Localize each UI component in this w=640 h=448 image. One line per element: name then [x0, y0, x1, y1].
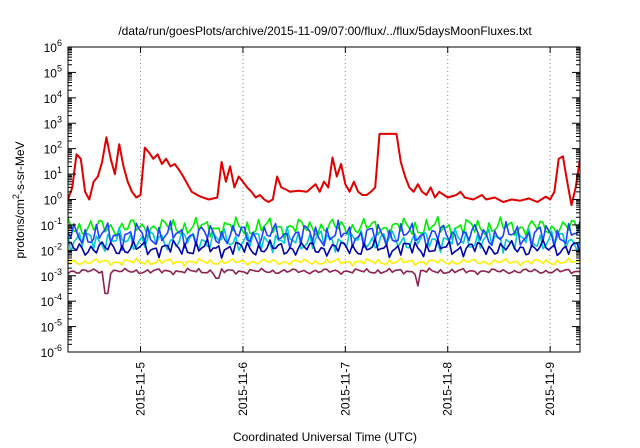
plot-frame — [67, 46, 581, 353]
x-axis-label: Coordinated Universal Time (UTC) — [233, 430, 417, 444]
y-tick-label: 10-4 — [41, 292, 62, 309]
y-tick-label: 102 — [44, 140, 62, 157]
x-tick-label: 2015-11-6 — [236, 362, 250, 416]
y-tick-label: 105 — [44, 63, 62, 80]
series-layer — [68, 132, 580, 295]
series-line — [68, 267, 580, 295]
ticks: 2015-11-5 2015-11-6 2015-11-7 2015-11-8 2015… — [41, 38, 580, 416]
x-tick-label: 2015-11-5 — [134, 362, 148, 416]
y-tick-label: 10-5 — [41, 318, 62, 335]
series-line — [68, 219, 580, 251]
x-tick-label: 2015-11-8 — [441, 362, 455, 416]
y-axis-label-prefix: protons/cm — [13, 199, 27, 258]
series-line — [68, 132, 580, 207]
y-axis-label: protons/cm2-s-sr-MeV — [11, 141, 27, 258]
y-tick-label: 103 — [44, 114, 62, 131]
y-tick-label: 106 — [44, 38, 62, 55]
x-tick-label: 2015-11-7 — [338, 362, 352, 416]
y-tick-label: 104 — [44, 89, 62, 106]
chart-title: /data/run/goesPlots/archive/2015-11-09/0… — [118, 24, 532, 38]
y-tick-label: 10-1 — [41, 216, 62, 233]
y-tick-label: 10-6 — [41, 343, 62, 360]
y-tick-label: 101 — [44, 165, 62, 182]
y-tick-label: 100 — [44, 191, 62, 208]
x-tick-label: 2015-11-9 — [543, 362, 557, 416]
y-tick-label: 10-3 — [41, 267, 62, 284]
series-line — [68, 257, 580, 267]
series-line — [68, 237, 580, 259]
y-tick-label: 10-2 — [41, 241, 62, 258]
y-axis-label-sup: 2 — [11, 194, 21, 199]
svg-text:protons/cm2-s-sr-MeV: protons/cm2-s-sr-MeV — [11, 141, 27, 258]
y-axis-label-suffix: -s-sr-MeV — [13, 141, 27, 194]
